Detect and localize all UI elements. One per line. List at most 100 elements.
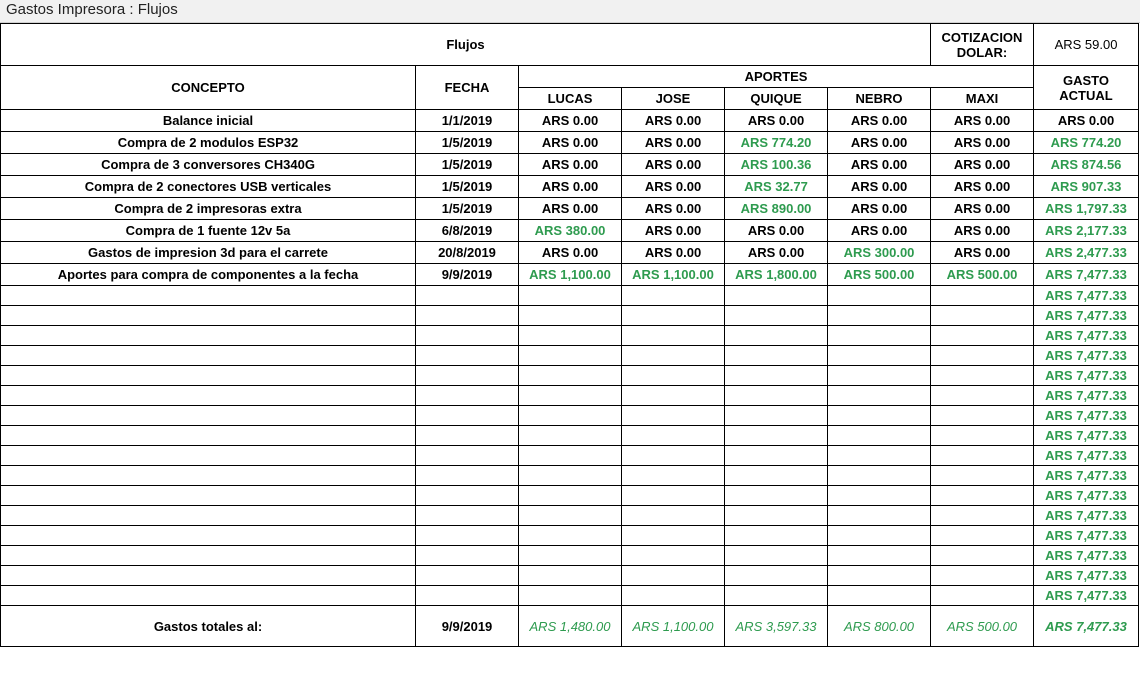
- gasto-actual-cell[interactable]: ARS 7,477.33: [1033, 365, 1139, 386]
- gasto-actual-cell[interactable]: ARS 907.33: [1033, 175, 1139, 198]
- empty-cell[interactable]: [827, 405, 931, 426]
- empty-cell[interactable]: [518, 445, 622, 466]
- empty-cell[interactable]: [0, 485, 416, 506]
- empty-cell[interactable]: [724, 345, 828, 366]
- empty-cell[interactable]: [621, 405, 725, 426]
- empty-cell[interactable]: [0, 545, 416, 566]
- gasto-actual-cell[interactable]: ARS 7,477.33: [1033, 565, 1139, 586]
- gasto-actual-cell[interactable]: ARS 7,477.33: [1033, 263, 1139, 286]
- aporte-cell[interactable]: ARS 1,800.00: [724, 263, 828, 286]
- empty-cell[interactable]: [0, 285, 416, 306]
- empty-cell[interactable]: [518, 405, 622, 426]
- empty-cell[interactable]: [930, 565, 1034, 586]
- aporte-cell[interactable]: ARS 0.00: [621, 175, 725, 198]
- aporte-cell[interactable]: ARS 0.00: [621, 153, 725, 176]
- empty-cell[interactable]: [518, 545, 622, 566]
- empty-cell[interactable]: [621, 545, 725, 566]
- fecha-cell[interactable]: 1/5/2019: [415, 153, 519, 176]
- empty-cell[interactable]: [930, 405, 1034, 426]
- empty-cell[interactable]: [827, 345, 931, 366]
- gasto-actual-cell[interactable]: ARS 874.56: [1033, 153, 1139, 176]
- gasto-actual-cell[interactable]: ARS 0.00: [1033, 109, 1139, 132]
- concepto-cell[interactable]: Balance inicial: [0, 109, 416, 132]
- empty-cell[interactable]: [724, 305, 828, 326]
- empty-cell[interactable]: [415, 545, 519, 566]
- empty-cell[interactable]: [621, 525, 725, 546]
- empty-cell[interactable]: [827, 445, 931, 466]
- gasto-actual-cell[interactable]: ARS 7,477.33: [1033, 445, 1139, 466]
- empty-cell[interactable]: [0, 345, 416, 366]
- empty-cell[interactable]: [518, 425, 622, 446]
- empty-cell[interactable]: [621, 345, 725, 366]
- fecha-cell[interactable]: 1/5/2019: [415, 197, 519, 220]
- empty-cell[interactable]: [0, 565, 416, 586]
- empty-cell[interactable]: [827, 485, 931, 506]
- empty-cell[interactable]: [415, 525, 519, 546]
- empty-cell[interactable]: [724, 585, 828, 606]
- fecha-cell[interactable]: 1/5/2019: [415, 175, 519, 198]
- empty-cell[interactable]: [724, 385, 828, 406]
- aporte-cell[interactable]: ARS 774.20: [724, 131, 828, 154]
- empty-cell[interactable]: [415, 325, 519, 346]
- empty-cell[interactable]: [827, 565, 931, 586]
- aporte-cell[interactable]: ARS 1,100.00: [518, 263, 622, 286]
- empty-cell[interactable]: [827, 525, 931, 546]
- gasto-actual-cell[interactable]: ARS 7,477.33: [1033, 505, 1139, 526]
- aporte-cell[interactable]: ARS 0.00: [621, 241, 725, 264]
- fecha-cell[interactable]: 1/5/2019: [415, 131, 519, 154]
- empty-cell[interactable]: [930, 365, 1034, 386]
- aporte-cell[interactable]: ARS 0.00: [518, 131, 622, 154]
- empty-cell[interactable]: [930, 325, 1034, 346]
- empty-cell[interactable]: [621, 445, 725, 466]
- aporte-cell[interactable]: ARS 890.00: [724, 197, 828, 220]
- empty-cell[interactable]: [724, 525, 828, 546]
- empty-cell[interactable]: [518, 345, 622, 366]
- gasto-actual-cell[interactable]: ARS 7,477.33: [1033, 285, 1139, 306]
- empty-cell[interactable]: [415, 285, 519, 306]
- aporte-cell[interactable]: ARS 0.00: [827, 153, 931, 176]
- empty-cell[interactable]: [621, 285, 725, 306]
- aporte-cell[interactable]: ARS 0.00: [724, 109, 828, 132]
- empty-cell[interactable]: [518, 365, 622, 386]
- empty-cell[interactable]: [724, 365, 828, 386]
- empty-cell[interactable]: [930, 465, 1034, 486]
- gasto-actual-cell[interactable]: ARS 7,477.33: [1033, 525, 1139, 546]
- fecha-cell[interactable]: 20/8/2019: [415, 241, 519, 264]
- empty-cell[interactable]: [827, 285, 931, 306]
- aporte-cell[interactable]: ARS 0.00: [827, 109, 931, 132]
- gasto-actual-cell[interactable]: ARS 7,477.33: [1033, 465, 1139, 486]
- empty-cell[interactable]: [724, 405, 828, 426]
- empty-cell[interactable]: [621, 485, 725, 506]
- empty-cell[interactable]: [724, 325, 828, 346]
- empty-cell[interactable]: [827, 425, 931, 446]
- gasto-actual-cell[interactable]: ARS 774.20: [1033, 131, 1139, 154]
- empty-cell[interactable]: [518, 525, 622, 546]
- empty-cell[interactable]: [0, 325, 416, 346]
- aporte-cell[interactable]: ARS 0.00: [930, 175, 1034, 198]
- concepto-cell[interactable]: Compra de 1 fuente 12v 5a: [0, 219, 416, 242]
- empty-cell[interactable]: [0, 385, 416, 406]
- empty-cell[interactable]: [724, 485, 828, 506]
- empty-cell[interactable]: [0, 425, 416, 446]
- gasto-actual-cell[interactable]: ARS 1,797.33: [1033, 197, 1139, 220]
- empty-cell[interactable]: [621, 465, 725, 486]
- cotizacion-value[interactable]: ARS 59.00: [1033, 23, 1139, 66]
- empty-cell[interactable]: [0, 305, 416, 326]
- aporte-cell[interactable]: ARS 0.00: [621, 219, 725, 242]
- empty-cell[interactable]: [930, 305, 1034, 326]
- empty-cell[interactable]: [415, 405, 519, 426]
- concepto-cell[interactable]: Gastos de impresion 3d para el carrete: [0, 241, 416, 264]
- empty-cell[interactable]: [415, 365, 519, 386]
- empty-cell[interactable]: [930, 505, 1034, 526]
- aporte-cell[interactable]: ARS 0.00: [621, 131, 725, 154]
- empty-cell[interactable]: [724, 445, 828, 466]
- empty-cell[interactable]: [930, 285, 1034, 306]
- total-aporte-cell[interactable]: ARS 1,480.00: [518, 605, 622, 647]
- empty-cell[interactable]: [0, 365, 416, 386]
- empty-cell[interactable]: [0, 465, 416, 486]
- gasto-actual-cell[interactable]: ARS 7,477.33: [1033, 345, 1139, 366]
- empty-cell[interactable]: [621, 565, 725, 586]
- concepto-cell[interactable]: Compra de 2 conectores USB verticales: [0, 175, 416, 198]
- empty-cell[interactable]: [827, 585, 931, 606]
- empty-cell[interactable]: [724, 545, 828, 566]
